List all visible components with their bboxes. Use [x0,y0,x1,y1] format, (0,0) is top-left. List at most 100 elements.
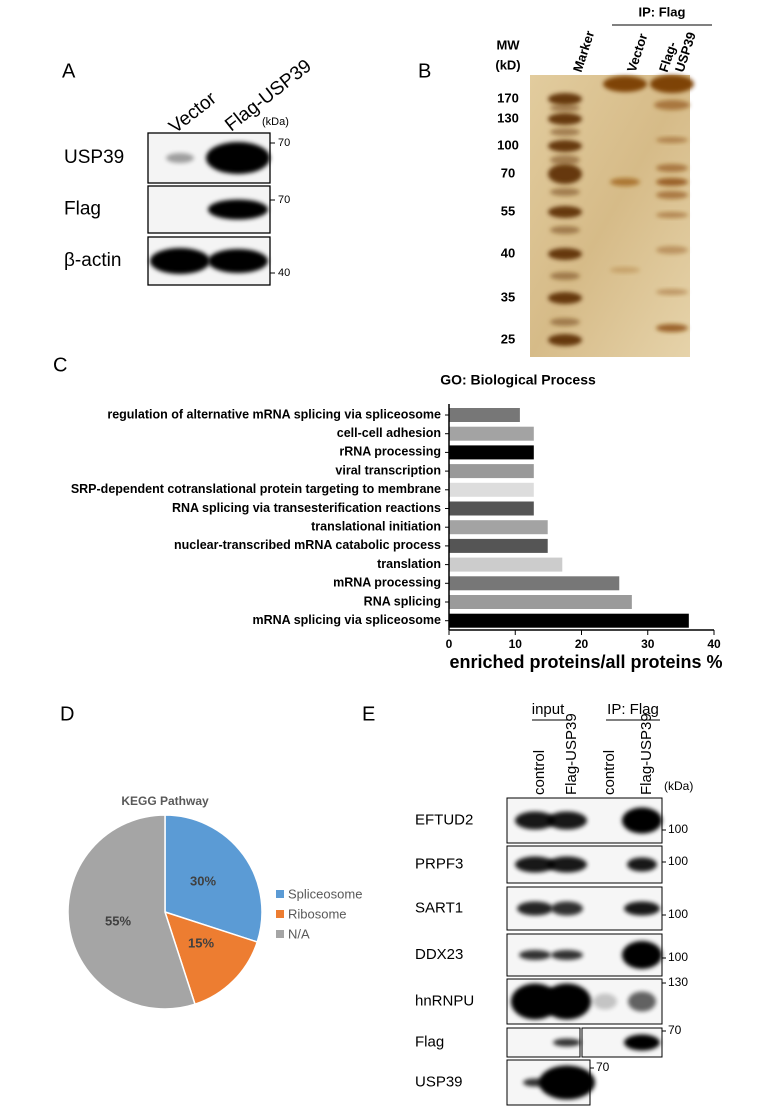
band [166,153,194,163]
lane-label: Flag-USP39 [563,713,580,795]
legend-swatch [276,930,284,938]
band [627,857,657,872]
mw-marker: 70 [501,165,515,180]
mw-label: (kD) [495,57,520,72]
marker-label: 70 [668,1023,682,1037]
band [656,246,688,254]
row-label: Flag [415,1033,444,1050]
band [548,164,582,184]
row-label: PRPF3 [415,855,463,872]
row-label: USP39 [415,1073,463,1090]
band [622,941,662,969]
marker-label: 70 [278,194,290,206]
band [654,100,690,110]
bar [449,557,563,572]
band [519,950,551,960]
panel-letter: A [62,60,76,82]
band [548,248,582,260]
band [610,178,640,186]
band [548,140,582,152]
band [550,272,580,280]
bar [449,613,689,628]
lane-label: Flag-USP39 [638,713,655,795]
group-label: IP: Flag [607,701,659,718]
band [550,226,580,234]
band [551,901,583,916]
band [550,318,580,326]
band [656,164,688,172]
x-tick-label: 0 [446,637,453,651]
x-tick-label: 30 [641,637,655,651]
lane-label: Vector [165,88,221,138]
panel-letter: D [60,703,74,725]
panel-letter: C [53,354,67,376]
bar [449,576,620,591]
value-label: 55% [105,913,131,928]
category-label: RNA splicing via transesterification rea… [172,501,441,515]
band [548,292,582,304]
band [208,249,268,273]
category-label: viral transcription [335,463,441,477]
band [515,856,555,873]
row-label: hnRNPU [415,992,474,1009]
band [603,76,647,92]
group-label: input [532,701,565,718]
mw-marker: 55 [501,203,515,218]
band [548,113,582,125]
band [550,188,580,196]
band [547,856,587,873]
x-tick-label: 10 [509,637,523,651]
band [656,178,688,186]
row-label: Flag [64,199,101,220]
band [656,137,688,143]
lane-label: Vector [624,32,651,74]
band [548,93,582,105]
category-label: nuclear-transcribed mRNA catabolic proce… [174,538,441,552]
lane-label: Marker [570,29,597,74]
category-label: cell-cell adhesion [337,426,441,440]
group-label: IP: Flag [639,4,686,19]
band [656,212,688,218]
legend-swatch [276,890,284,898]
band [628,991,656,1012]
mw-marker: 35 [501,289,515,304]
mw-marker: 100 [497,137,519,152]
band [517,901,553,916]
bar [449,520,548,535]
band [550,155,580,165]
band [539,1065,595,1100]
band [547,811,587,830]
band [656,289,688,295]
category-label: regulation of alternative mRNA splicing … [107,407,441,421]
band [622,807,662,834]
category-label: mRNA processing [333,576,441,590]
band [548,334,582,346]
category-label: SRP-dependent cotranslational protein ta… [71,482,441,496]
panel-letter: B [418,60,431,82]
band [624,1034,660,1051]
marker-label: 130 [668,975,688,989]
bar [449,445,534,460]
mw-marker: 130 [497,110,519,125]
bar [449,538,548,553]
value-label: 15% [188,935,214,950]
category-label: translational initiation [311,519,441,533]
band [550,104,580,112]
lane-label: control [601,750,618,795]
marker-label: 100 [668,950,688,964]
mw-label: MW [496,37,520,52]
value-label: 30% [190,873,216,888]
band [656,324,688,332]
x-tick-label: 20 [575,637,589,651]
legend-label: Ribosome [288,906,347,921]
row-label: EFTUD2 [415,811,473,828]
category-label: mRNA splicing via spliceosome [253,613,442,627]
band [656,191,688,199]
panel-letter: E [362,703,375,725]
band [515,811,555,830]
lane-label: control [531,750,548,795]
band [624,901,660,916]
pie-slice [67,814,196,1010]
mw-marker: 170 [497,90,519,105]
